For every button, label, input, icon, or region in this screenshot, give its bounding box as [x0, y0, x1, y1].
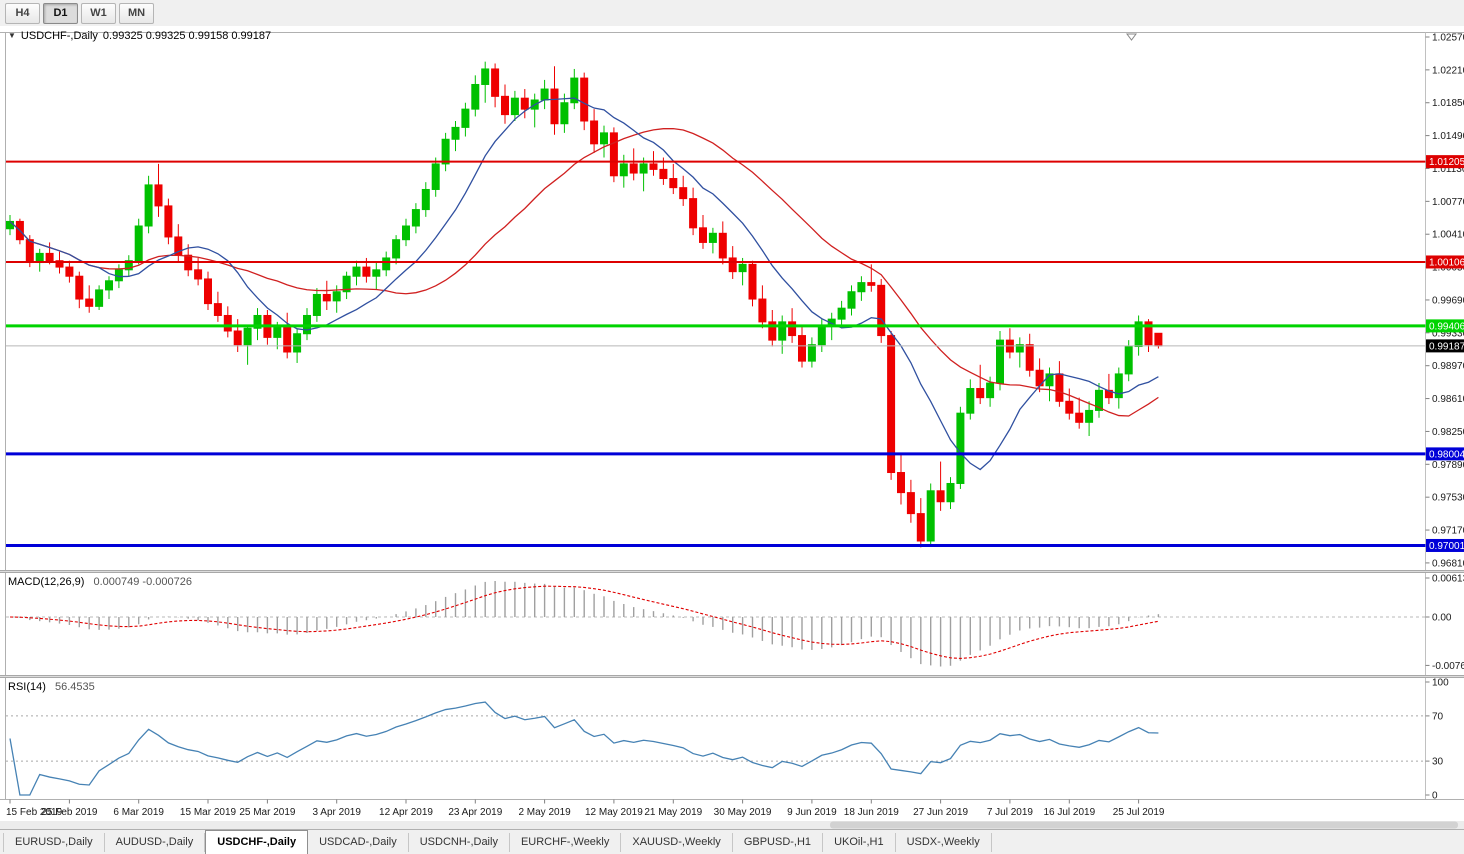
- svg-text:0: 0: [1432, 791, 1438, 802]
- symbol-tab-ukoil-h1[interactable]: UKOil-,H1: [823, 833, 896, 852]
- svg-text:25 Jul 2019: 25 Jul 2019: [1113, 807, 1165, 818]
- svg-text:1.01490: 1.01490: [1432, 131, 1464, 142]
- svg-text:12 Apr 2019: 12 Apr 2019: [379, 807, 433, 818]
- price-axis-labels: 1.02570 1.02210 1.01850 1.01490 1.01130 1.007…: [1425, 33, 1464, 569]
- svg-text:1.00106: 1.00106: [1429, 257, 1464, 268]
- macd-signal-line: [9, 585, 1159, 659]
- svg-text:1.02570: 1.02570: [1432, 33, 1464, 44]
- price-badge-1.00106: 1.00106: [1426, 255, 1464, 269]
- symbol-tab-gbpusd-h1[interactable]: GBPUSD-,H1: [733, 833, 824, 852]
- svg-text:7 Jul 2019: 7 Jul 2019: [987, 807, 1034, 818]
- svg-text:0.97001: 0.97001: [1429, 541, 1464, 552]
- svg-text:16 Jul 2019: 16 Jul 2019: [1043, 807, 1095, 818]
- svg-text:25 Feb 2019: 25 Feb 2019: [41, 807, 98, 818]
- timeframe-button-h4[interactable]: H4: [5, 2, 40, 24]
- panel-separator-2[interactable]: [0, 675, 1464, 678]
- timeframe-toolbar: H4 D1 W1 MN: [0, 0, 1464, 26]
- chart-shift-marker-icon[interactable]: [1126, 33, 1137, 41]
- svg-text:12 May 2019: 12 May 2019: [585, 807, 643, 818]
- symbol-tab-usdcad-daily[interactable]: USDCAD-,Daily: [308, 833, 409, 852]
- svg-text:23 Apr 2019: 23 Apr 2019: [448, 807, 502, 818]
- chart-canvas[interactable]: 1.02570 1.02210 1.01850 1.01490 1.01130 1.007…: [0, 26, 1464, 829]
- symbol-tab-usdx-weekly[interactable]: USDX-,Weekly: [896, 833, 992, 852]
- price-badge-0.97001: 0.97001: [1426, 538, 1464, 552]
- ma-slow-line: [9, 127, 1159, 417]
- symbol-tab-bar: EURUSD-,Daily AUDUSD-,Daily USDCHF-,Daily U…: [0, 829, 1464, 854]
- h-scrollbar-thumb[interactable]: [830, 821, 1458, 829]
- svg-text:27 Jun 2019: 27 Jun 2019: [913, 807, 968, 818]
- price-badge-0.99406: 0.99406: [1426, 319, 1464, 333]
- svg-text:0.98004: 0.98004: [1429, 449, 1464, 460]
- svg-text:30: 30: [1432, 757, 1444, 768]
- svg-text:1.01850: 1.01850: [1432, 98, 1464, 109]
- svg-text:0.99187: 0.99187: [1429, 341, 1464, 352]
- timeframe-button-w1[interactable]: W1: [81, 2, 116, 24]
- symbol-tab-eurchf-weekly[interactable]: EURCHF-,Weekly: [510, 833, 622, 852]
- svg-text:1.01205: 1.01205: [1429, 157, 1464, 168]
- rsi-line: [9, 701, 1159, 796]
- svg-text:6 Mar 2019: 6 Mar 2019: [113, 807, 164, 818]
- svg-text:21 May 2019: 21 May 2019: [644, 807, 702, 818]
- ma-fast-line: [9, 97, 1159, 471]
- timeframe-button-mn[interactable]: MN: [119, 2, 154, 24]
- timeframe-button-d1[interactable]: D1: [43, 2, 78, 24]
- svg-text:1.01130: 1.01130: [1432, 164, 1464, 175]
- svg-text:1.00770: 1.00770: [1432, 197, 1464, 208]
- svg-text:0.00613: 0.00613: [1432, 574, 1464, 585]
- price-badge-0.98004: 0.98004: [1426, 447, 1464, 461]
- symbol-tab-xauusd-weekly[interactable]: XAUUSD-,Weekly: [621, 833, 733, 852]
- svg-text:15 Feb 2019: 15 Feb 2019: [6, 807, 63, 818]
- chart-window: 1.02570 1.02210 1.01850 1.01490 1.01130 1.007…: [0, 26, 1464, 829]
- svg-text:15 Mar 2019: 15 Mar 2019: [180, 807, 237, 818]
- svg-text:100: 100: [1432, 678, 1449, 689]
- h-scrollbar-track[interactable]: [0, 821, 1464, 829]
- svg-text:3 Apr 2019: 3 Apr 2019: [313, 807, 362, 818]
- svg-text:0.00: 0.00: [1432, 613, 1452, 624]
- svg-text:2 May 2019: 2 May 2019: [518, 807, 571, 818]
- symbol-tab-usdchf-daily[interactable]: USDCHF-,Daily: [205, 830, 309, 854]
- svg-text:30 May 2019: 30 May 2019: [714, 807, 772, 818]
- svg-text:1.02210: 1.02210: [1432, 65, 1464, 76]
- candlestick-series: [6, 61, 1163, 548]
- panel-separator-1[interactable]: [0, 570, 1464, 573]
- svg-text:0.99406: 0.99406: [1429, 321, 1464, 332]
- symbol-tab-usdcnh-daily[interactable]: USDCNH-,Daily: [409, 833, 510, 852]
- svg-text:0.96810: 0.96810: [1432, 558, 1464, 569]
- svg-text:18 Jun 2019: 18 Jun 2019: [844, 807, 899, 818]
- price-badge-1.01205: 1.01205: [1426, 155, 1464, 169]
- svg-text:9 Jun 2019: 9 Jun 2019: [787, 807, 837, 818]
- symbol-tab-audusd-daily[interactable]: AUDUSD-,Daily: [105, 833, 206, 852]
- rsi-axis-labels: 100 70 30 0: [1425, 678, 1449, 802]
- price-badge-0.99187: 0.99187: [1426, 339, 1464, 353]
- svg-text:25 Mar 2019: 25 Mar 2019: [239, 807, 296, 818]
- macd-histogram: [19, 581, 1160, 667]
- symbol-tab-eurusd-daily[interactable]: EURUSD-,Daily: [3, 833, 105, 852]
- svg-text:70: 70: [1432, 711, 1444, 722]
